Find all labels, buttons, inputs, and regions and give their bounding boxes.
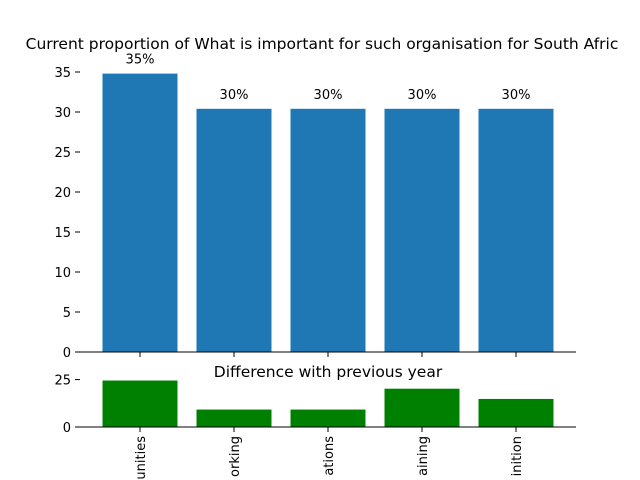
main-y-tick-label-0: 0 [63,346,71,361]
main-x-ticks [139,352,517,357]
main-bars-group [102,73,554,352]
main-bar-2 [290,108,366,352]
main-data-label-4: 30% [502,88,531,103]
diff-x-tick-label-1: orking [228,436,243,477]
difference-chart-panel: Difference with previous year 0 25 unitie… [54,363,576,480]
difference-bars-group [102,380,554,427]
difference-chart-title: Difference with previous year [214,363,443,381]
main-chart-panel: Current proportion of What is important … [26,35,619,361]
main-bar-0 [102,73,178,352]
diff-bar-2 [290,409,366,427]
diff-bar-3 [384,388,460,427]
main-y-tick-label-2: 10 [54,266,71,281]
main-y-tick-label-1: 5 [63,306,71,321]
main-data-label-2: 30% [314,88,343,103]
diff-x-tick-label-2: ations [322,436,337,476]
difference-x-ticks: unities orking ations aining inition [134,427,525,480]
main-bar-1 [196,108,272,352]
main-data-label-3: 30% [408,88,437,103]
diff-bar-1 [196,409,272,427]
diff-x-tick-label-4: inition [510,436,525,476]
main-bar-4 [478,108,554,352]
main-y-tick-label-5: 25 [54,146,71,161]
diff-x-tick-label-0: unities [134,436,149,480]
difference-y-axis: 0 25 [54,374,80,436]
main-y-tick-label-3: 15 [54,226,71,241]
main-y-axis: 0 5 10 15 20 25 30 35 [54,66,80,361]
diff-x-tick-label-3: aining [416,436,431,476]
diff-bar-4 [478,398,554,427]
main-y-tick-label-4: 20 [54,186,71,201]
main-y-tick-label-7: 35 [54,66,71,81]
diff-y-tick-label-0: 0 [63,421,71,436]
main-data-label-0: 35% [126,53,155,68]
diff-y-tick-label-1: 25 [54,374,71,389]
main-bar-3 [384,108,460,352]
main-data-label-1: 30% [220,88,249,103]
diff-bar-0 [102,380,178,427]
main-data-labels-group: 35% 30% 30% 30% 30% [126,53,531,103]
main-y-tick-label-6: 30 [54,106,71,121]
main-chart-title: Current proportion of What is important … [26,35,619,53]
